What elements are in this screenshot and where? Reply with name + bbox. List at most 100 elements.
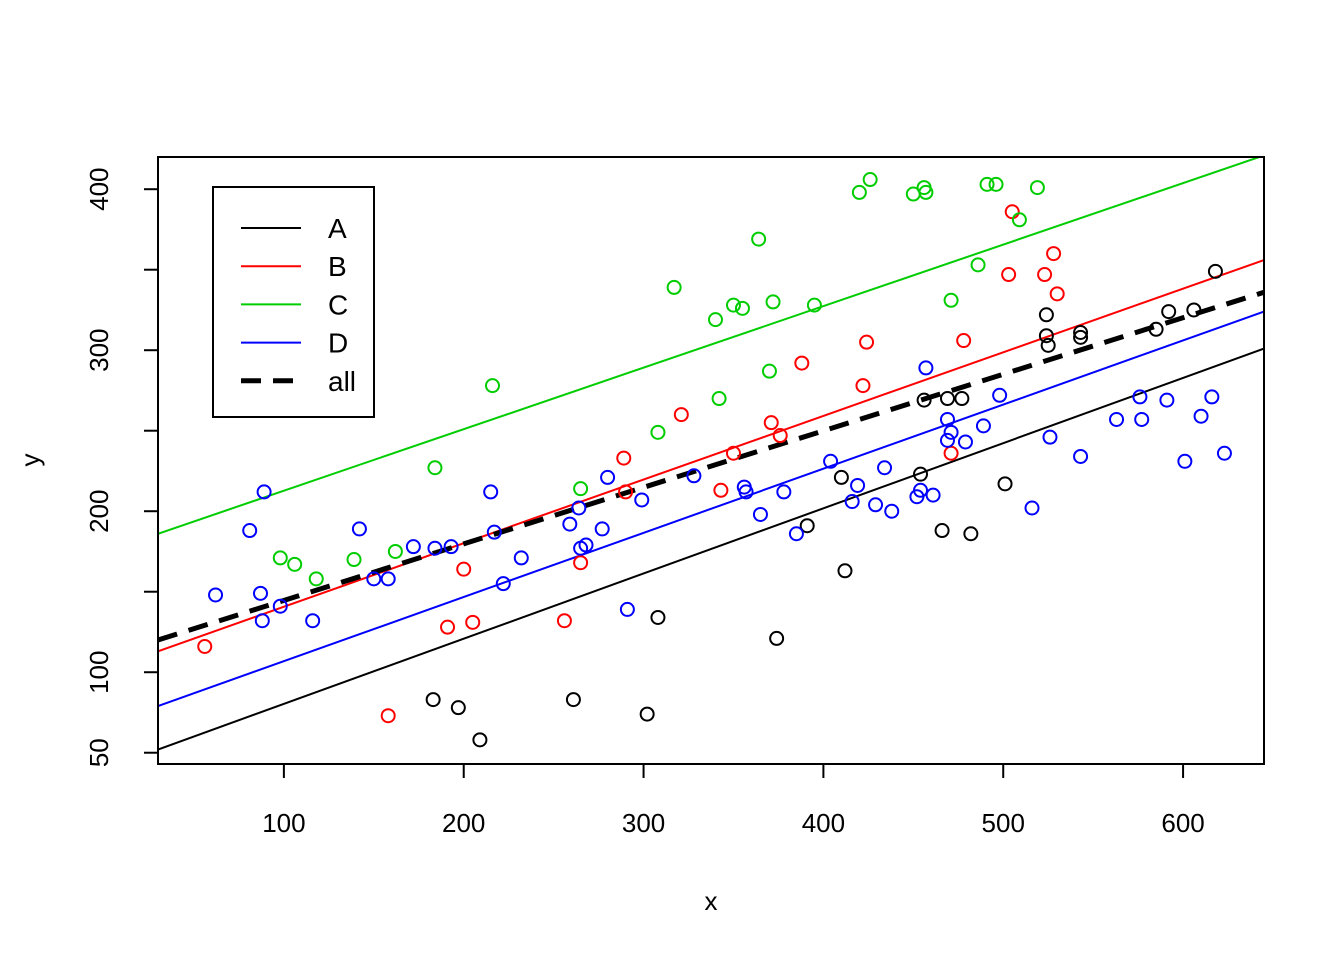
point-d — [634, 492, 650, 508]
point-d — [913, 482, 929, 498]
point-d — [208, 587, 224, 603]
legend-box — [212, 186, 375, 418]
point-d — [868, 497, 884, 513]
x-tick-label: 600 — [1161, 808, 1204, 838]
point-b — [763, 415, 779, 431]
point-b — [956, 333, 972, 349]
point-b — [556, 613, 572, 629]
point-d — [513, 550, 529, 566]
legend-label-c: C — [328, 289, 348, 320]
point-b — [1001, 267, 1017, 283]
point-d — [925, 487, 941, 503]
point-c — [988, 176, 1004, 192]
point-a — [1073, 329, 1089, 345]
point-a — [916, 392, 932, 408]
point-c — [725, 297, 741, 313]
point-d — [495, 576, 511, 592]
point-d — [877, 460, 893, 476]
y-tick-label: 400 — [84, 168, 114, 211]
point-a — [799, 518, 815, 534]
y-tick-label: 100 — [84, 651, 114, 694]
point-b — [1046, 246, 1062, 262]
point-b — [573, 555, 589, 571]
point-a — [963, 526, 979, 542]
point-a — [913, 466, 929, 482]
fit-lines — [158, 157, 1264, 751]
point-c — [666, 279, 682, 295]
point-d — [254, 613, 270, 629]
point-c — [851, 184, 867, 200]
y-axis: 50 100 200 300 400 — [84, 168, 159, 767]
point-c — [751, 231, 767, 247]
point-a — [1186, 302, 1202, 318]
point-d — [788, 526, 804, 542]
point-a — [639, 706, 655, 722]
fit-line-all — [158, 289, 1264, 643]
point-c — [734, 300, 750, 316]
point-a — [472, 732, 488, 748]
data-points — [197, 172, 1232, 748]
point-b — [616, 450, 632, 466]
point-d — [571, 500, 587, 516]
point-c — [943, 292, 959, 308]
point-d — [975, 418, 991, 434]
x-tick-label: 500 — [982, 808, 1025, 838]
point-c — [484, 378, 500, 394]
point-d — [256, 484, 272, 500]
point-d — [1159, 392, 1175, 408]
point-b — [859, 334, 875, 350]
point-b — [1037, 267, 1053, 283]
point-d — [486, 524, 502, 540]
y-tick-label: 300 — [84, 329, 114, 372]
point-a — [1038, 307, 1054, 323]
point-b — [794, 355, 810, 371]
point-b — [465, 614, 481, 630]
point-c — [387, 543, 403, 559]
point-a — [934, 523, 950, 539]
x-tick-label: 400 — [802, 808, 845, 838]
point-c — [711, 391, 727, 407]
legend-label-a: A — [328, 213, 347, 244]
point-b — [725, 445, 741, 461]
point-b — [1004, 204, 1020, 220]
x-axis: 100 200 300 400 500 600 — [262, 763, 1205, 838]
x-tick-label: 300 — [622, 808, 665, 838]
point-c — [806, 297, 822, 313]
point-d — [619, 601, 635, 617]
point-d — [1216, 445, 1232, 461]
point-b — [713, 482, 729, 498]
y-tick-label: 50 — [84, 738, 114, 767]
point-d — [844, 494, 860, 510]
point-d — [427, 540, 443, 556]
point-a — [650, 609, 666, 625]
point-b — [618, 484, 634, 500]
point-b — [197, 638, 213, 654]
point-a — [769, 630, 785, 646]
x-axis-label: x — [705, 886, 718, 916]
point-a — [837, 563, 853, 579]
point-d — [351, 521, 367, 537]
point-d — [939, 432, 955, 448]
point-a — [997, 476, 1013, 492]
point-a — [833, 469, 849, 485]
point-a — [1148, 321, 1164, 337]
point-d — [992, 387, 1008, 403]
point-d — [443, 539, 459, 555]
point-c — [979, 176, 995, 192]
point-a — [1207, 263, 1223, 279]
point-d — [305, 613, 321, 629]
point-b — [456, 561, 472, 577]
point-c — [862, 172, 878, 188]
point-b — [855, 378, 871, 394]
point-d — [1042, 429, 1058, 445]
point-a — [1038, 328, 1054, 344]
point-a — [954, 391, 970, 407]
point-d — [1177, 453, 1193, 469]
point-a — [450, 700, 466, 716]
x-tick-label: 200 — [442, 808, 485, 838]
point-b — [673, 407, 689, 423]
point-b — [380, 708, 396, 724]
point-d — [1134, 411, 1150, 427]
point-d — [594, 521, 610, 537]
point-a — [939, 391, 955, 407]
